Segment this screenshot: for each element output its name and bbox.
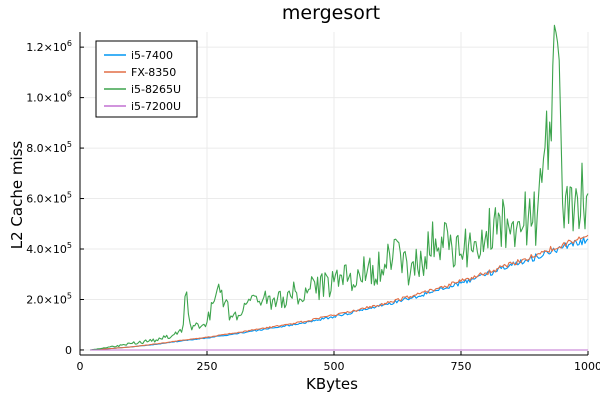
y-tick-label: 0 xyxy=(65,344,72,357)
tick-labels: 0 250 500 750 1000 0 2.0×105 4.0×105 6.0×105 8.0×… xyxy=(26,39,600,373)
x-tick-label: 250 xyxy=(197,360,218,373)
y-tick-label: 4.0×105 xyxy=(26,241,72,256)
x-axis-title: KBytes xyxy=(306,375,358,393)
y-tick-label: 1.0×106 xyxy=(26,90,72,105)
legend-label: i5-8265U xyxy=(131,83,181,96)
y-tick-label: 8.0×105 xyxy=(26,140,72,155)
y-tick-label: 1.2×106 xyxy=(26,39,72,54)
legend-label: i5-7200U xyxy=(131,100,181,113)
legend: i5-7400 FX-8350 i5-8265U i5-7200U xyxy=(95,40,198,118)
x-tick-label: 500 xyxy=(324,360,345,373)
y-axis-title: L2 Cache miss xyxy=(8,141,26,250)
legend-box xyxy=(95,40,198,118)
legend-label: FX-8350 xyxy=(131,66,176,79)
x-tick-label: 0 xyxy=(77,360,84,373)
series-line-i5-8265U xyxy=(90,24,589,351)
chart-title: mergesort xyxy=(282,2,380,24)
y-tick-label: 6.0×105 xyxy=(26,191,72,206)
series-line-FX-8350 xyxy=(90,234,589,351)
axes xyxy=(79,32,589,356)
y-tick-label: 2.0×105 xyxy=(26,291,72,306)
x-tick-label: 750 xyxy=(451,360,472,373)
legend-label: i5-7400 xyxy=(131,49,173,62)
x-tick-label: 1000 xyxy=(574,360,600,373)
series-line-i5-7400 xyxy=(90,236,589,351)
series-lines xyxy=(90,24,589,351)
